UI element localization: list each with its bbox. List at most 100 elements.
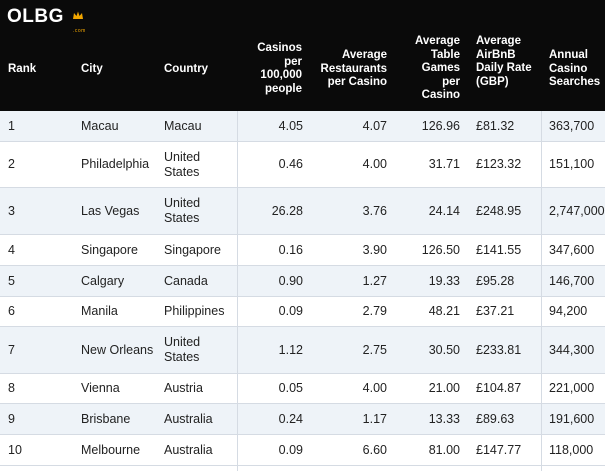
cell-city: Las Vegas — [81, 203, 140, 218]
cell-restaurants: 1.27 — [362, 273, 387, 288]
cell-airbnb: £123.32 — [476, 157, 522, 171]
cell-country: Philippines — [164, 304, 225, 318]
table-row: 8 Vienna Austria 0.05 4.00 21.00 £104.87 221,00… — [0, 374, 605, 404]
cell-casinos: 0.24 — [278, 411, 303, 426]
header-country[interactable]: Country — [164, 63, 209, 75]
cell-searches: 151,100 — [549, 157, 595, 171]
header-annual-searches[interactable]: Annual Casino Searches — [549, 49, 601, 88]
table-row: 9 Brisbane Australia 0.24 1.17 13.33 £89.63 191… — [0, 404, 605, 435]
cell-airbnb: £248.95 — [476, 203, 522, 218]
olbg-logo[interactable]: OLBG .com — [7, 6, 85, 34]
cell-searches: 118,000 — [549, 442, 594, 457]
cell-searches: 2,747,000 — [549, 203, 605, 218]
cell-rank: 1 — [8, 118, 15, 133]
table-row: 6 Manila Philippines 0.09 2.79 48.21 £37.21 94,… — [0, 297, 605, 327]
cell-city: New Orleans — [81, 342, 154, 357]
cell-table-games: 81.00 — [428, 442, 460, 457]
cell-rank: 4 — [8, 242, 15, 257]
cell-rank: 5 — [8, 273, 15, 288]
cell-restaurants: 1.17 — [362, 411, 387, 426]
column-divider — [237, 111, 238, 471]
table-row: 3 Las Vegas United States 26.28 3.76 24.14 £24… — [0, 188, 605, 235]
cell-city: Melbourne — [81, 442, 141, 457]
header-city[interactable]: City — [81, 63, 103, 75]
cell-city: Vienna — [81, 381, 120, 395]
cell-table-games: 24.14 — [428, 203, 460, 218]
logo-suffix: .com — [73, 28, 86, 34]
cell-casinos: 0.05 — [278, 381, 303, 395]
cell-country: Singapore — [164, 242, 221, 257]
cell-casinos: 0.09 — [278, 304, 303, 318]
cell-airbnb: £233.81 — [476, 342, 522, 357]
cell-airbnb: £141.55 — [476, 242, 522, 257]
table-row: 4 Singapore Singapore 0.16 3.90 126.50 £141.55… — [0, 235, 605, 266]
cell-airbnb: £95.28 — [476, 273, 515, 288]
cell-restaurants: 4.00 — [362, 381, 387, 395]
cell-restaurants: 4.00 — [362, 157, 387, 171]
cell-restaurants: 2.75 — [362, 342, 387, 357]
cell-country: Australia — [164, 442, 213, 457]
cell-rank: 3 — [8, 203, 15, 218]
cell-casinos: 4.05 — [278, 118, 303, 133]
cell-country: Austria — [164, 381, 203, 395]
cell-casinos: 1.12 — [278, 342, 303, 357]
cell-rank: 9 — [8, 411, 15, 426]
cell-rank: 6 — [8, 304, 15, 318]
cell-country: Australia — [164, 411, 213, 426]
cell-restaurants: 3.76 — [362, 203, 387, 218]
cell-city: Philadelphia — [81, 157, 150, 171]
header-avg-restaurants[interactable]: Average Restaurants per Casino — [320, 49, 387, 88]
cell-table-games: 13.33 — [428, 411, 460, 426]
cell-table-games: 31.71 — [428, 157, 460, 171]
cell-city: Brisbane — [81, 411, 131, 426]
cell-searches: 146,700 — [549, 273, 595, 288]
header-rank[interactable]: Rank — [8, 63, 37, 75]
cell-table-games: 21.00 — [428, 381, 460, 395]
table-row: 2 Philadelphia United States 0.46 4.00 31.71 £… — [0, 142, 605, 188]
cell-restaurants: 3.90 — [362, 242, 387, 257]
cell-airbnb: £89.63 — [476, 411, 515, 426]
cell-casinos: 0.46 — [278, 157, 303, 171]
cell-casinos: 26.28 — [271, 203, 303, 218]
cell-table-games: 19.33 — [428, 273, 460, 288]
cell-table-games: 30.50 — [428, 342, 460, 357]
cell-airbnb: £37.21 — [476, 304, 515, 318]
cell-country: United States — [164, 149, 201, 179]
cell-searches: 191,600 — [549, 411, 595, 426]
cell-casinos: 0.90 — [278, 273, 303, 288]
table-header: OLBG .com Rank City Country Casinos per … — [0, 0, 605, 111]
cell-city: Manila — [81, 304, 118, 318]
cell-restaurants: 6.60 — [362, 442, 387, 457]
header-avg-table-games[interactable]: Average Table Games per Casino — [415, 35, 460, 101]
cell-casinos: 0.16 — [278, 242, 303, 257]
cell-country: Macau — [164, 118, 202, 133]
cell-rank: 7 — [8, 342, 15, 357]
cell-casinos: 0.09 — [278, 442, 303, 457]
table-row: 5 Calgary Canada 0.90 1.27 19.33 £95.28 146,700 — [0, 266, 605, 297]
cell-restaurants: 4.07 — [362, 118, 387, 133]
cell-searches: 344,300 — [549, 342, 595, 357]
header-casinos-per-100k[interactable]: Casinos per 100,000 people — [257, 42, 302, 95]
crown-icon — [73, 4, 83, 26]
cell-searches: 363,700 — [549, 118, 595, 133]
column-divider — [541, 111, 542, 471]
cell-searches: 347,600 — [549, 242, 595, 257]
cell-restaurants: 2.79 — [362, 304, 387, 318]
header-airbnb-rate[interactable]: Average AirBnB Daily Rate (GBP) — [476, 35, 532, 88]
cell-rank: 8 — [8, 381, 15, 395]
cell-searches: 221,000 — [549, 381, 595, 395]
cell-city: Singapore — [81, 242, 138, 257]
table-row: 7 New Orleans United States 1.12 2.75 30.50 £2… — [0, 327, 605, 374]
cell-table-games: 48.21 — [428, 304, 460, 318]
cell-table-games: 126.96 — [421, 118, 460, 133]
cell-country: United States — [164, 335, 201, 364]
cell-airbnb: £104.87 — [476, 381, 522, 395]
cell-rank: 2 — [8, 157, 15, 171]
cell-searches: 94,200 — [549, 304, 588, 318]
table-row: 10 Melbourne Australia 0.09 6.60 81.00 £147.77… — [0, 435, 605, 466]
logo-text: OLBG — [7, 6, 64, 27]
cell-airbnb: £147.77 — [476, 442, 522, 457]
table-row: 1 Macau Macau 4.05 4.07 126.96 £81.32 363,700 — [0, 111, 605, 142]
cell-city: Calgary — [81, 273, 125, 288]
